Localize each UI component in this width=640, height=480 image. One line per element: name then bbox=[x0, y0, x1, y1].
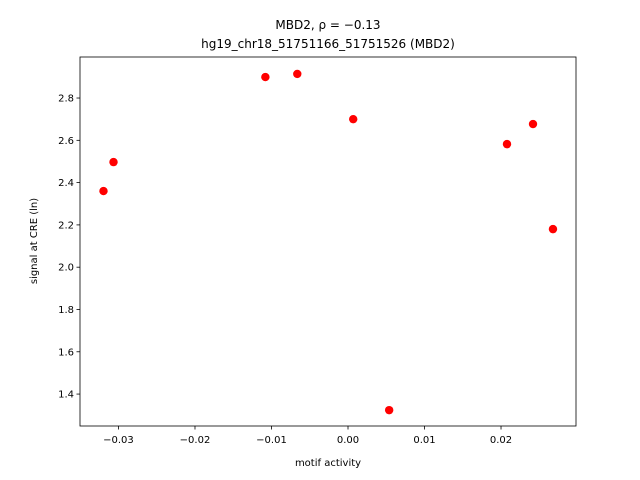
x-tick-label: −0.03 bbox=[103, 435, 134, 446]
y-tick-label: 2.6 bbox=[58, 136, 74, 147]
y-axis-label: signal at CRE (ln) bbox=[29, 198, 40, 284]
y-tick-label: 2.4 bbox=[58, 178, 74, 189]
x-tick-label: −0.01 bbox=[256, 435, 287, 446]
x-tick-label: 0.02 bbox=[490, 435, 512, 446]
y-tick-label: 1.6 bbox=[58, 347, 74, 358]
y-tick-label: 2.0 bbox=[58, 263, 74, 274]
x-tick-label: 0.00 bbox=[337, 435, 359, 446]
x-tick-label: 0.01 bbox=[413, 435, 435, 446]
point bbox=[502, 139, 512, 149]
point bbox=[99, 186, 108, 196]
point bbox=[109, 157, 118, 167]
x-tick-label: −0.02 bbox=[180, 435, 211, 446]
point bbox=[261, 72, 270, 82]
point bbox=[548, 224, 558, 234]
y-tick-label: 2.2 bbox=[58, 220, 74, 231]
point bbox=[349, 114, 358, 124]
plot-frame bbox=[79, 56, 577, 427]
y-tick-label: 1.8 bbox=[58, 305, 74, 316]
x-axis-label: motif activity bbox=[295, 458, 361, 469]
point bbox=[384, 405, 394, 415]
chart-subtitle: hg19_chr18_51751166_51751526 (MBD2) bbox=[201, 37, 455, 51]
point bbox=[293, 69, 302, 79]
chart-title: MBD2, ρ = −0.13 bbox=[275, 18, 380, 32]
point bbox=[528, 119, 538, 129]
y-tick-label: 2.8 bbox=[58, 94, 74, 105]
y-tick-label: 1.4 bbox=[58, 390, 74, 401]
